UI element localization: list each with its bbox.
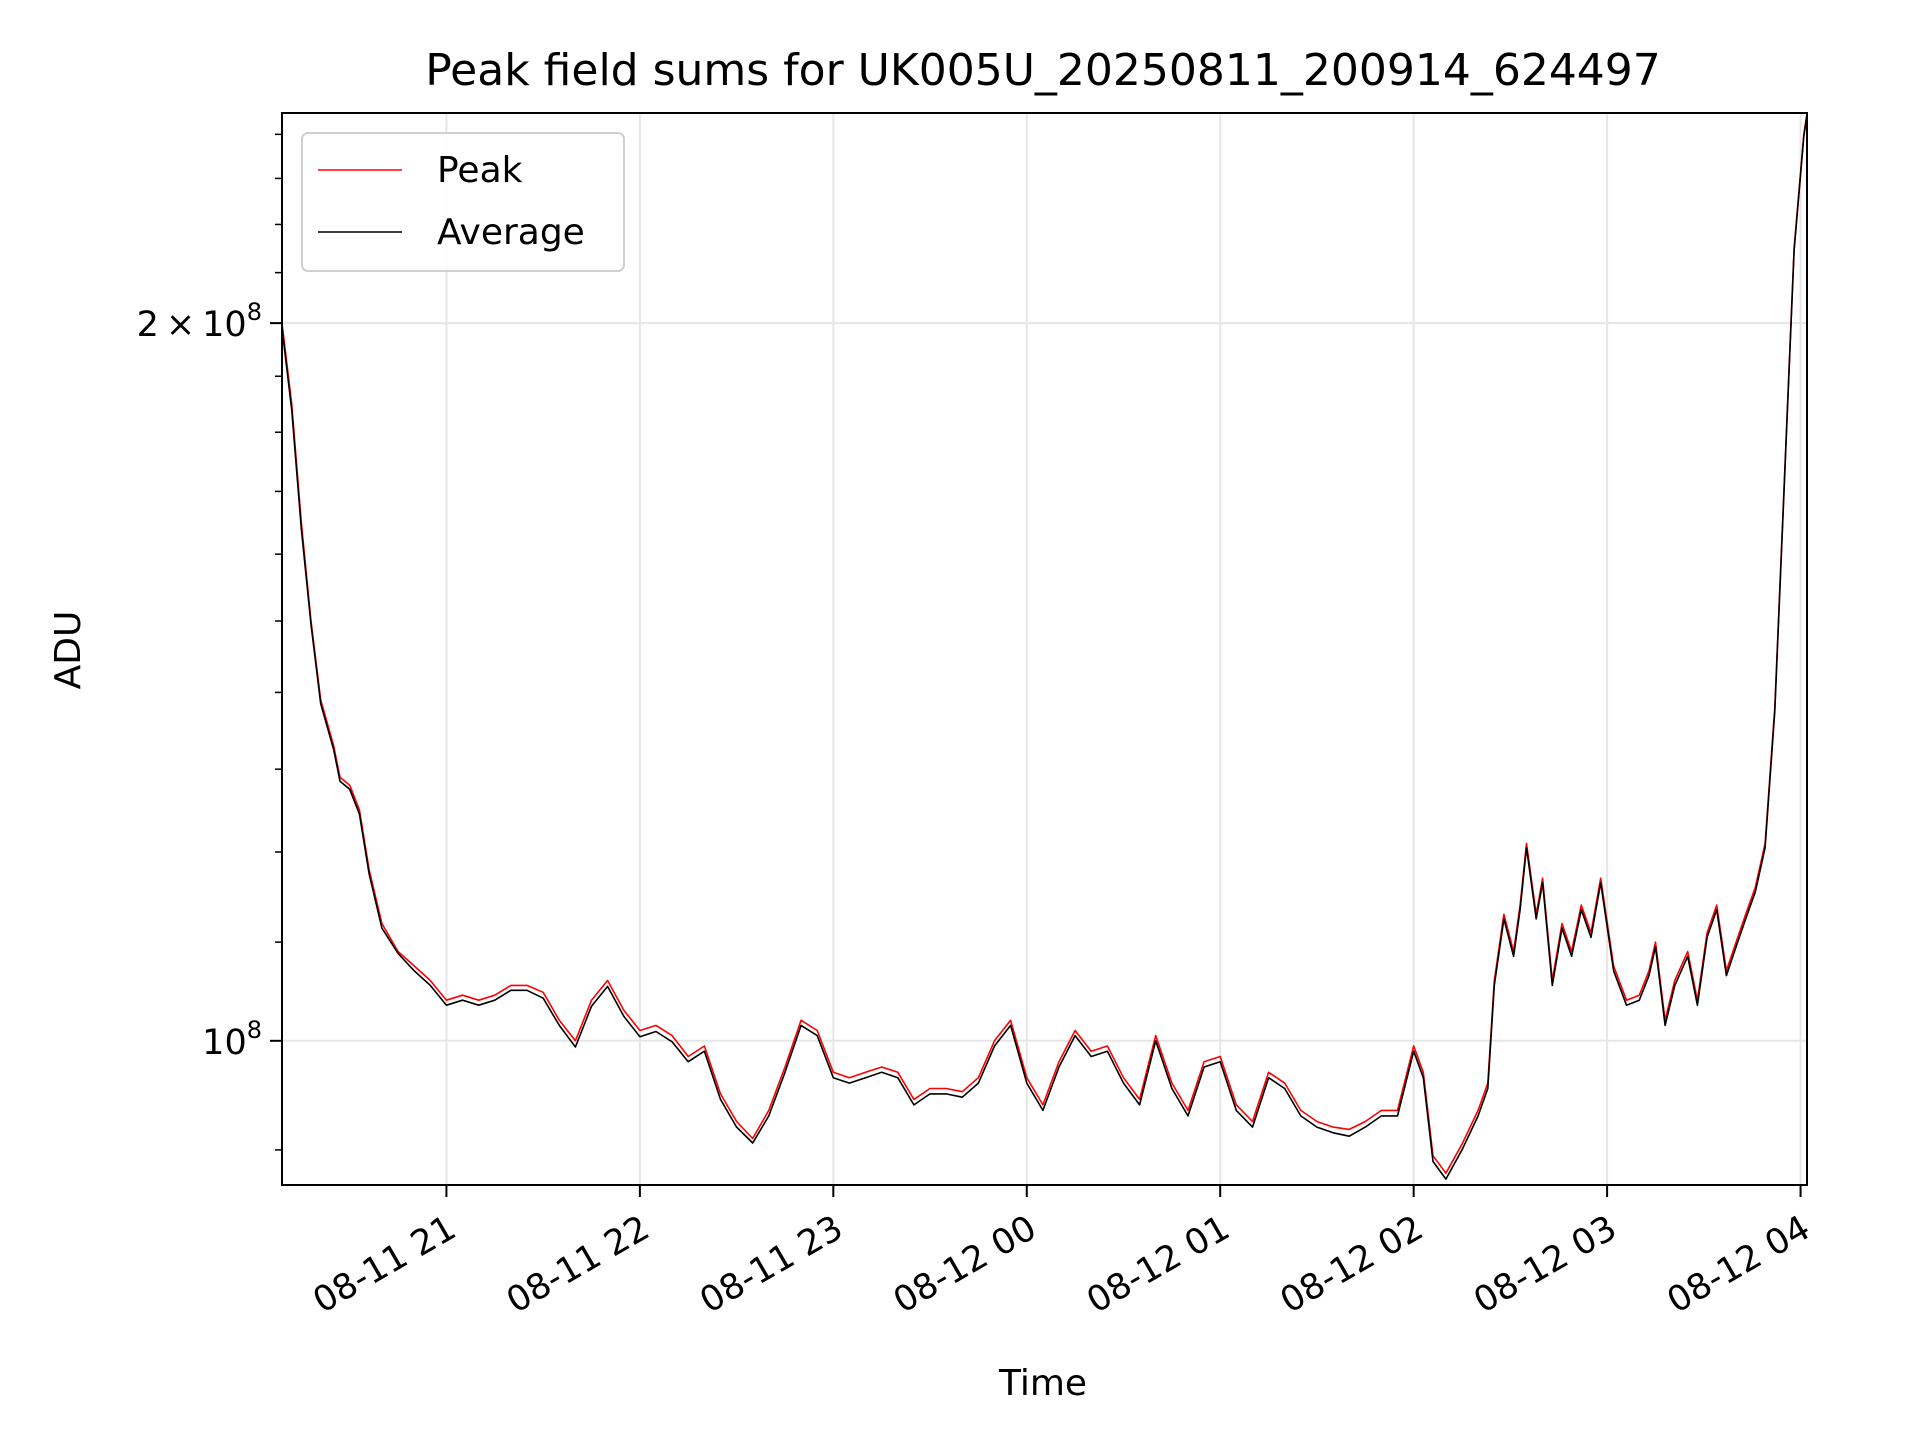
- y-tick-label: 2 × 108: [137, 298, 262, 345]
- legend-label-average: Average: [437, 212, 585, 253]
- legend: Peak Average: [301, 132, 625, 272]
- y-axis-label: ADU: [48, 611, 89, 690]
- y-tick-label: 108: [202, 1016, 262, 1063]
- series-layer: [282, 113, 1807, 1180]
- series-line-average: [282, 114, 1807, 1180]
- chart-title: Peak field sums for UK005U_20250811_2009…: [425, 45, 1661, 96]
- plot-frame: [281, 112, 1808, 1186]
- legend-label-peak: Peak: [437, 150, 523, 191]
- legend-box: [301, 132, 625, 272]
- y-axis: 2 × 108 108: [137, 133, 282, 1151]
- series-line-peak: [282, 113, 1807, 1174]
- x-axis-label: Time: [998, 1363, 1087, 1404]
- gridlines: [282, 113, 1807, 1185]
